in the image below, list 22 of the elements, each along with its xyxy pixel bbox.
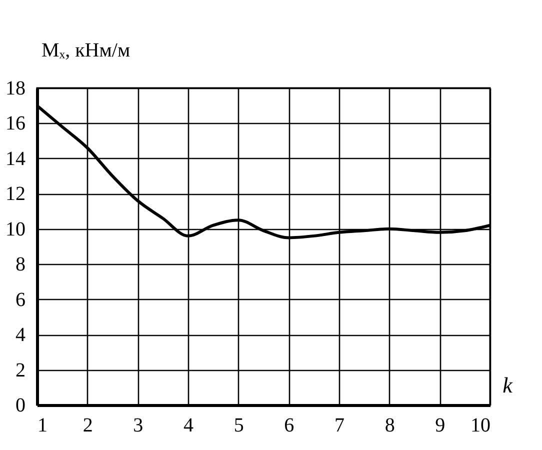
y-tick-label: 2	[16, 359, 26, 382]
y-tick-label: 6	[16, 288, 26, 311]
y-tick-label: 8	[16, 254, 26, 276]
y-tick-label: 18	[6, 78, 26, 100]
x-tick-label: 10	[470, 414, 490, 436]
y-tick-label: 14	[6, 148, 26, 170]
y-tick-label: 4	[16, 324, 26, 346]
x-tick-label: 6	[284, 414, 294, 436]
x-tick-label: 7	[334, 414, 344, 436]
x-axis-title: k	[502, 372, 514, 398]
x-tick-label: 4	[184, 414, 194, 436]
x-tick-label: 9	[435, 414, 446, 436]
x-tick-label: 2	[82, 414, 93, 436]
x-tick-label: 8	[384, 414, 395, 436]
x-tick-label: 3	[133, 414, 144, 436]
y-axis-title: Mₓ, кНм/м	[42, 40, 130, 62]
y-tick-label: 10	[6, 218, 26, 240]
y-tick-label: 0	[16, 394, 26, 416]
x-tick-label: 1	[38, 414, 48, 436]
y-tick-label: 12	[6, 183, 26, 206]
x-tick-label: 5	[234, 414, 244, 436]
y-tick-label: 16	[6, 112, 26, 135]
